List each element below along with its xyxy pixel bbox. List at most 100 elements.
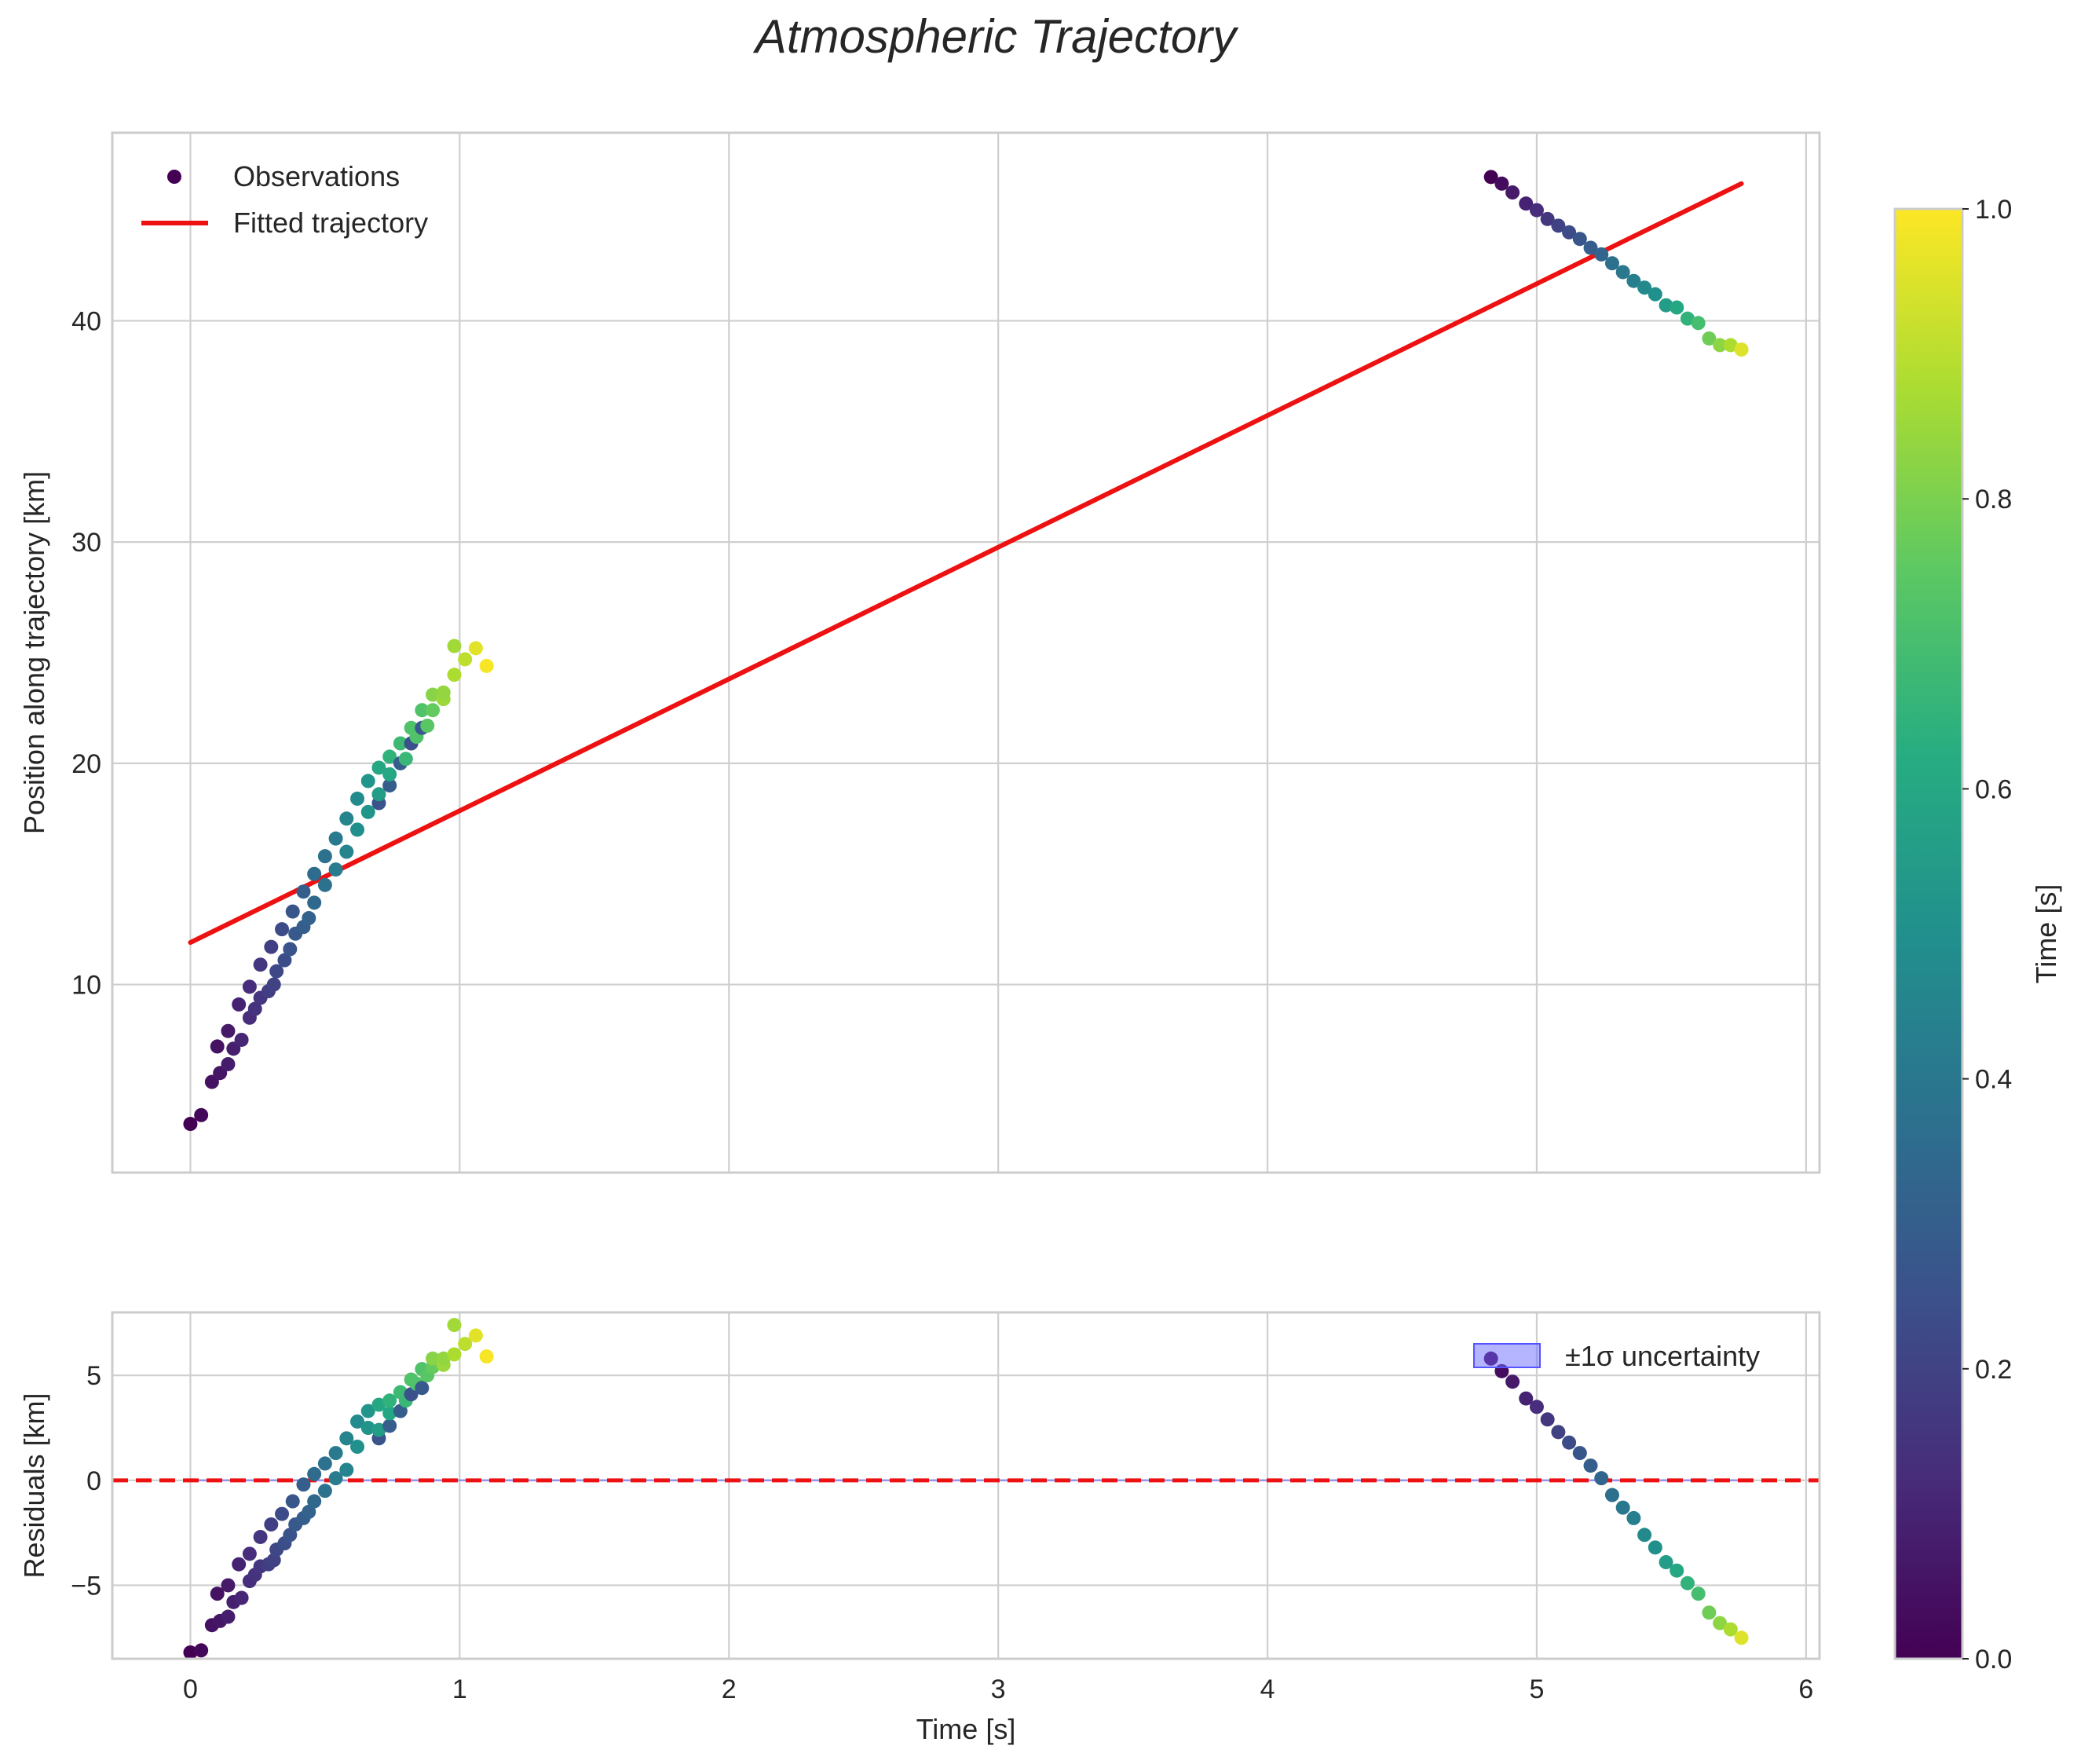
colorbar-tick-label: 0.0	[1975, 1645, 2012, 1674]
colorbar-tick-label: 0.2	[1975, 1355, 2012, 1385]
residual-point	[1637, 1528, 1652, 1543]
observation-point	[371, 787, 386, 802]
observation-point	[317, 849, 332, 864]
observation-point	[253, 957, 268, 972]
x-tick-label: 1	[452, 1674, 467, 1704]
observation-point	[264, 939, 279, 954]
legend-uncertainty-marker	[1473, 1343, 1541, 1368]
fitted-trajectory-line	[188, 181, 1744, 946]
y-tick-label: 5	[86, 1361, 101, 1391]
residual-point	[350, 1414, 365, 1429]
residual-point	[339, 1431, 354, 1446]
observation-point	[269, 964, 284, 979]
residual-point	[1594, 1471, 1609, 1486]
observation-point	[1483, 170, 1498, 185]
observation-point	[1648, 287, 1662, 302]
observation-point	[447, 668, 462, 683]
observation-point	[420, 718, 435, 733]
colorbar: 0.0 0.2 0.4 0.6 0.8 1.0 Time [s]	[1893, 195, 2062, 1674]
observation-point	[317, 877, 332, 892]
residual-point	[447, 1318, 462, 1333]
residual-point	[1659, 1555, 1673, 1570]
residual-point	[285, 1494, 300, 1509]
residual-point	[1734, 1630, 1749, 1645]
observation-point	[436, 685, 451, 700]
observation-point	[232, 997, 247, 1012]
observation-point	[285, 904, 300, 919]
observation-point	[350, 791, 365, 806]
observation-point	[382, 749, 397, 764]
residual-point	[1626, 1510, 1641, 1525]
observation-point	[1551, 218, 1566, 233]
observation-point	[468, 641, 483, 656]
legend-observations-label: Observations	[233, 160, 400, 192]
residual-point	[307, 1494, 322, 1509]
residual-point	[479, 1349, 494, 1364]
residual-point	[436, 1351, 451, 1366]
observation-point	[194, 1107, 209, 1122]
residual-point	[393, 1404, 408, 1418]
residual-point	[350, 1440, 365, 1455]
residual-point	[1505, 1374, 1520, 1389]
legend-fitted-label: Fitted trajectory	[233, 207, 428, 239]
residual-point	[382, 1406, 397, 1421]
y-axis-label: Residuals [km]	[18, 1393, 50, 1578]
residual-point	[283, 1528, 298, 1543]
observation-point	[1594, 247, 1609, 262]
observation-point	[242, 979, 257, 994]
residual-point	[426, 1351, 441, 1366]
y-tick-label: 30	[71, 528, 101, 558]
residual-point	[371, 1397, 386, 1412]
x-tick-label: 6	[1798, 1674, 1813, 1704]
residual-point	[264, 1517, 279, 1532]
residual-point	[296, 1477, 311, 1492]
observation-point	[1659, 298, 1673, 313]
observation-point	[210, 1039, 225, 1054]
colorbar-tick-label: 0.8	[1975, 485, 2012, 514]
observation-point	[1626, 273, 1641, 288]
axes-frame	[111, 131, 1821, 1174]
colorbar-gradient	[1893, 207, 1964, 1660]
residual-point	[242, 1546, 257, 1561]
residual-point	[447, 1347, 462, 1362]
residual-point	[1562, 1435, 1577, 1450]
observation-point	[382, 778, 397, 793]
x-tick-label: 0	[183, 1674, 198, 1704]
observation-point	[247, 1001, 262, 1016]
observation-point	[398, 752, 413, 767]
observation-point	[1494, 176, 1509, 191]
residual-point	[1519, 1391, 1534, 1406]
residual-point	[328, 1446, 343, 1461]
x-axis-label: Time [s]	[916, 1713, 1016, 1745]
residual-point	[468, 1328, 483, 1343]
colorbar-tick-label: 0.6	[1975, 774, 2012, 804]
observation-point	[307, 866, 322, 881]
observation-point	[307, 895, 322, 910]
residual-point	[371, 1422, 386, 1437]
observation-point	[339, 811, 354, 826]
residual-point	[328, 1471, 343, 1486]
observation-point	[275, 922, 290, 937]
observation-point	[328, 862, 343, 877]
observation-point	[1637, 280, 1652, 295]
observation-point	[1529, 203, 1544, 218]
y-tick-label: 40	[71, 306, 101, 336]
observation-point	[1691, 316, 1706, 331]
observation-point	[266, 977, 281, 992]
observation-point	[296, 884, 311, 899]
residual-point	[302, 1504, 316, 1519]
residual-point	[415, 1381, 430, 1396]
observation-point	[382, 767, 397, 781]
observation-point	[183, 1117, 198, 1132]
observation-point	[350, 822, 365, 837]
observation-point	[277, 953, 292, 968]
residual-point	[1551, 1425, 1566, 1440]
residual-point	[1723, 1622, 1738, 1637]
observation-point	[1519, 196, 1534, 211]
observation-point	[221, 1023, 236, 1038]
x-tick-label: 4	[1260, 1674, 1275, 1704]
observation-point	[1680, 311, 1695, 326]
x-tick-label: 2	[722, 1674, 737, 1704]
colorbar-tick-label: 1.0	[1975, 195, 2012, 225]
